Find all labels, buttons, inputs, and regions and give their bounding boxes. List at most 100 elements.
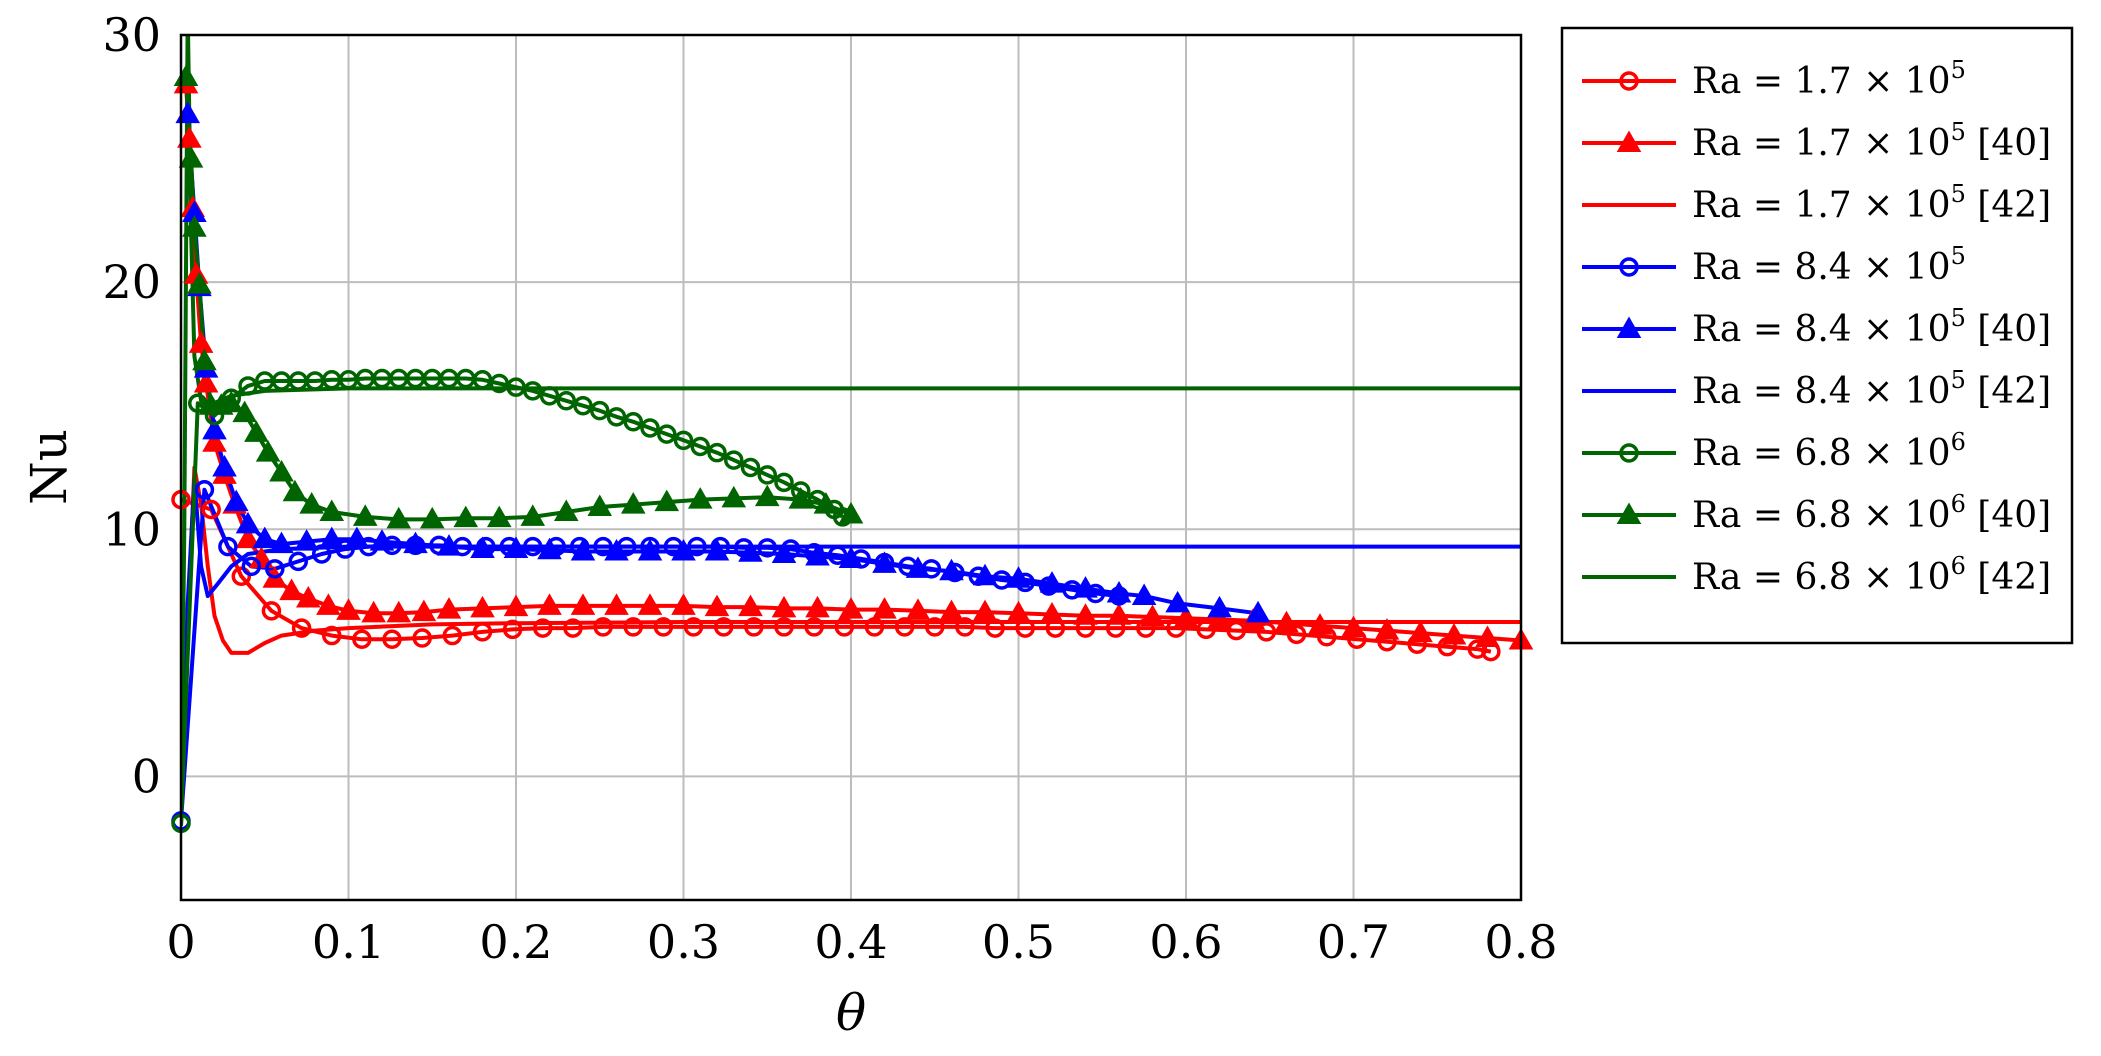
data-point [1140,604,1165,627]
legend-label-ref: [42] [1966,185,2051,226]
plot-frame [179,33,1523,902]
legend-label-exponent: 5 [1951,366,1966,394]
data-point [771,595,797,618]
x-tick-label: 0.8 [1484,915,1557,969]
data-point [1341,615,1366,638]
data-point [687,536,707,557]
legend-label-exponent: 5 [1951,242,1966,270]
data-point [834,617,855,637]
data-point [1173,605,1199,628]
data-point [188,331,214,353]
legend-label: Ra = 1.7 × 105 [1692,56,1966,102]
data-point [771,541,797,563]
data-point [738,594,763,617]
data-point [563,618,583,638]
data-point [288,551,308,572]
data-point [590,400,610,421]
data-point [419,506,445,529]
legend-label-exponent: 6 [1951,552,1966,580]
y-tick-label: 30 [102,8,161,62]
data-point [182,215,207,237]
data-point [653,617,674,637]
series-line [181,497,1492,654]
data-point [472,622,493,642]
data-point [192,348,217,371]
data-point [187,272,212,294]
data-point [282,479,308,502]
data-point [604,593,629,615]
data-point [573,395,593,416]
data-point [386,600,412,623]
data-point [193,370,219,393]
data-point [827,545,848,565]
data-point [1374,618,1400,640]
data-point [252,526,278,549]
data-point [523,381,543,401]
data-point [872,597,897,619]
data-point [1207,595,1232,618]
data-point [744,617,764,637]
y-tick-label: 20 [102,255,161,309]
x-tick-label: 0.4 [814,915,887,969]
legend-entry: Ra = 6.8 × 106 [1582,428,1966,474]
data-point [202,417,227,440]
tick-labels: 0 0.1 0.2 0.3 0.4 0.5 0.6 0.7 0.8 0 10 20 30 [102,8,1557,969]
data-point [1226,620,1246,641]
series-7-markers [173,64,864,529]
data-point [724,450,744,470]
data-point [218,536,238,557]
legend-entry: Ra = 1.7 × 105 [1582,56,1966,102]
data-point [520,504,546,526]
data-point [905,598,931,620]
data-point [1006,566,1031,588]
data-point [620,492,646,514]
legend-label-text: Ra = 6.8 × 10 [1692,557,1951,598]
data-point [1475,625,1500,648]
data-point [269,459,294,482]
data-point [1467,639,1488,659]
data-point [637,539,663,561]
data-point [194,479,215,500]
data-point [1274,610,1299,633]
legend-label-text: Ra = 1.7 × 10 [1692,61,1951,102]
data-point [502,619,523,640]
series-3-markers [171,479,1129,831]
data-point [503,594,529,617]
data-point [757,465,777,485]
data-point [754,484,780,507]
x-tick-label: 0.7 [1317,915,1390,969]
data-point [244,420,269,442]
data-point [657,424,677,444]
data-point [553,499,579,521]
legend-label-text: Ra = 8.4 × 10 [1692,247,1951,288]
data-point [894,617,915,637]
data-point [352,629,372,650]
y-axis-title: Nu [20,429,78,505]
data-point [291,618,312,638]
data-point [1039,571,1065,593]
data-point [683,617,704,637]
data-point [470,536,495,559]
legend-label-ref: [40] [1966,123,2051,164]
legend-label-ref: [40] [1966,309,2051,350]
data-point [838,597,864,619]
data-point [1286,624,1307,645]
x-tick-label: 0.3 [647,915,720,969]
data-point [905,556,931,578]
data-point [774,617,794,637]
data-point [593,617,613,637]
data-point [178,146,204,168]
data-point [470,595,495,618]
data-point [503,536,529,559]
data-point [788,487,814,509]
series-0 [181,497,1492,654]
data-point [570,593,596,615]
data-point [386,506,412,529]
data-point [687,487,713,509]
data-point [316,593,341,615]
legend-label-exponent: 5 [1951,180,1966,208]
data-point [690,436,710,457]
x-tick-label: 0.1 [312,915,385,969]
data-point [403,531,428,554]
data-point [241,556,262,577]
